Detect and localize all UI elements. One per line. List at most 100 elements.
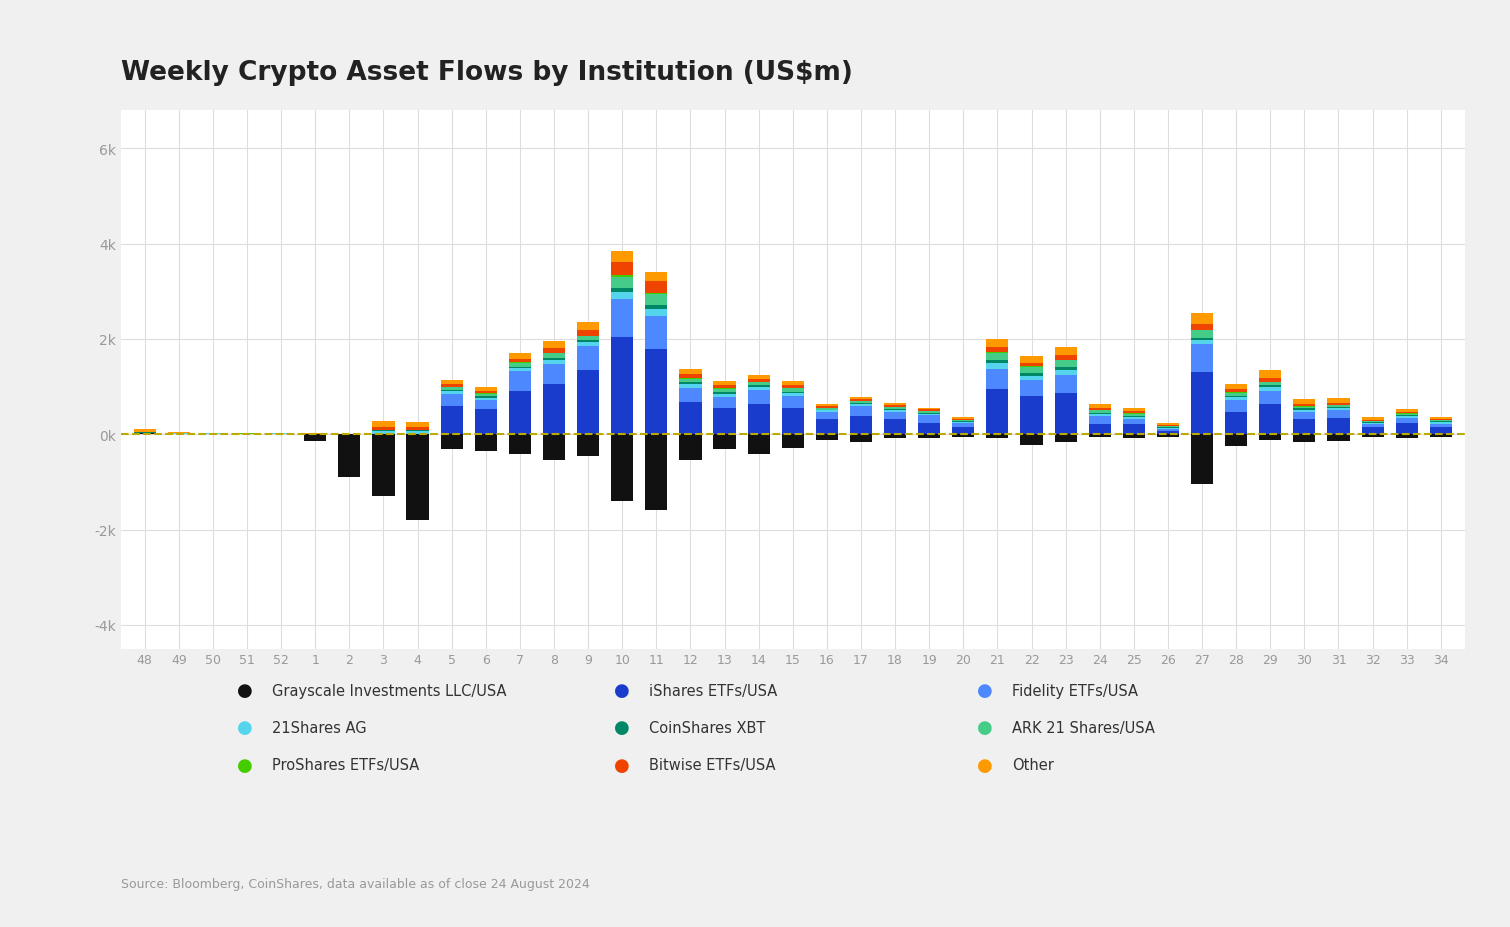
Bar	[747, 404, 770, 435]
Bar	[1089, 435, 1111, 438]
Bar	[918, 410, 941, 412]
Bar	[953, 421, 974, 422]
Bar	[782, 392, 803, 394]
Bar	[713, 392, 735, 394]
Bar	[747, 390, 770, 404]
Bar	[782, 389, 803, 392]
Bar	[1430, 425, 1453, 427]
Bar	[1123, 435, 1145, 438]
Bar	[1430, 420, 1453, 421]
Bar	[1225, 398, 1247, 401]
Bar	[1430, 421, 1453, 422]
Text: Other: Other	[1012, 757, 1054, 772]
Bar	[1123, 416, 1145, 417]
Bar	[1054, 435, 1077, 442]
Bar	[1259, 386, 1282, 387]
Bar	[544, 359, 565, 361]
Bar	[883, 411, 906, 413]
Bar	[612, 288, 633, 293]
Text: ●: ●	[977, 681, 992, 700]
Bar	[577, 435, 599, 456]
Text: ●: ●	[237, 756, 252, 774]
Bar	[986, 361, 1009, 364]
Bar	[406, 427, 429, 430]
Bar	[1021, 374, 1042, 376]
Bar	[986, 364, 1009, 370]
Text: Source: Bloomberg, CoinShares, data available as of close 24 August 2024: Source: Bloomberg, CoinShares, data avai…	[121, 877, 589, 890]
Bar	[713, 409, 735, 435]
Bar	[1157, 428, 1179, 429]
Bar	[1225, 393, 1247, 397]
Bar	[406, 432, 429, 435]
Bar	[1293, 409, 1315, 410]
Bar	[1191, 435, 1213, 485]
Bar	[1191, 340, 1213, 345]
Bar	[1021, 376, 1042, 381]
Bar	[953, 417, 974, 419]
Bar	[474, 387, 497, 391]
Bar	[883, 408, 906, 410]
Bar	[1259, 371, 1282, 378]
Bar	[645, 273, 667, 282]
Bar	[1293, 413, 1315, 420]
Bar	[1054, 393, 1077, 435]
Bar	[747, 386, 770, 387]
Bar	[1430, 423, 1453, 425]
Bar	[1225, 385, 1247, 390]
Bar	[1259, 391, 1282, 405]
Bar	[338, 435, 361, 477]
Bar	[713, 394, 735, 397]
Bar	[1021, 435, 1042, 445]
Bar	[883, 410, 906, 411]
Bar	[713, 397, 735, 409]
Bar	[1362, 435, 1383, 438]
Bar	[986, 370, 1009, 389]
Bar	[680, 370, 702, 375]
Bar	[406, 435, 429, 520]
Bar	[747, 387, 770, 390]
Bar	[577, 331, 599, 337]
Bar	[680, 379, 702, 383]
Bar	[577, 342, 599, 347]
Bar	[1123, 417, 1145, 419]
Bar	[850, 407, 873, 416]
Bar	[1089, 414, 1111, 417]
Bar	[1021, 356, 1042, 363]
Bar	[577, 347, 599, 371]
Bar	[918, 424, 941, 435]
Bar	[1191, 324, 1213, 330]
Bar	[1362, 420, 1383, 421]
Text: ●: ●	[237, 681, 252, 700]
Bar	[1362, 427, 1383, 435]
Bar	[1123, 425, 1145, 435]
Bar	[544, 354, 565, 359]
Bar	[1157, 435, 1179, 438]
Bar	[441, 394, 462, 406]
Bar	[441, 406, 462, 435]
Bar	[680, 385, 702, 388]
Text: ●: ●	[237, 718, 252, 737]
Bar	[883, 435, 906, 438]
Bar	[1259, 405, 1282, 435]
Bar	[1362, 422, 1383, 423]
Bar	[1395, 435, 1418, 438]
Bar	[1327, 419, 1350, 435]
Bar	[373, 427, 394, 430]
Bar	[986, 340, 1009, 348]
Bar	[577, 337, 599, 340]
Bar	[1191, 345, 1213, 373]
Bar	[133, 429, 156, 433]
Bar	[1191, 338, 1213, 340]
Bar	[612, 337, 633, 435]
Bar	[1327, 403, 1350, 405]
Bar	[747, 375, 770, 379]
Bar	[1293, 400, 1315, 404]
Bar	[474, 400, 497, 410]
Bar	[850, 398, 873, 400]
Bar	[680, 402, 702, 435]
Text: Fidelity ETFs/USA: Fidelity ETFs/USA	[1012, 683, 1137, 698]
Bar	[509, 353, 532, 359]
Bar	[815, 420, 838, 435]
Bar	[406, 423, 429, 427]
Bar	[1054, 370, 1077, 375]
